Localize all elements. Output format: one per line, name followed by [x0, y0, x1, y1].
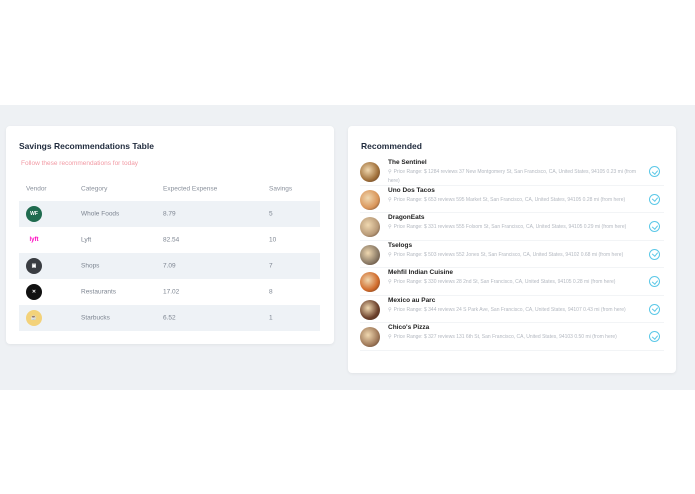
restaurant-name[interactable]: Mexico au Parc [388, 296, 436, 304]
map-pin-icon: ⚲ [388, 224, 392, 230]
expense-cell: 82.54 [163, 236, 180, 244]
restaurant-details: ⚲ Price Range: $ 331 reviews 555 Folsom S… [388, 224, 627, 230]
check-circle-icon[interactable] [649, 331, 660, 342]
category-cell: Lyft [81, 236, 92, 244]
restaurant-thumbnail [360, 272, 380, 292]
restaurant-thumbnail [360, 244, 380, 265]
map-pin-icon: ⚲ [388, 279, 392, 285]
savings-table-title: Savings Recommendations Table [19, 141, 154, 151]
restaurant-details: ⚲ Price Range: $ 330 reviews 28 2nd St, S… [388, 279, 616, 285]
restaurant-thumbnail [360, 327, 380, 347]
savings-cell: 7 [269, 262, 273, 270]
shop-icon: ▣ [26, 258, 42, 274]
vendor-cell: lyft [26, 232, 42, 248]
vendor-cell: ☕ [26, 310, 42, 326]
starbucks-cup-icon: ☕ [26, 310, 42, 326]
table-header: Vendor Category Expected Expense Savings [19, 182, 320, 196]
table-row[interactable]: ▣ Shops 7.09 7 [19, 253, 320, 279]
savings-cell: 5 [269, 210, 273, 218]
vendor-cell: ✕ [26, 284, 42, 300]
restaurant-thumbnail [360, 217, 380, 237]
category-cell: Shops [81, 262, 100, 270]
restaurant-details: ⚲ Price Range: $ 327 reviews 131 6th St, … [388, 334, 617, 340]
restaurant-name[interactable]: The Sentinel [388, 159, 427, 166]
check-circle-icon[interactable] [649, 166, 660, 177]
vendor-cell: ▣ [26, 258, 42, 274]
category-cell: Restaurants [81, 288, 117, 296]
savings-cell: 8 [269, 288, 273, 296]
check-circle-icon[interactable] [649, 248, 660, 260]
check-circle-icon[interactable] [649, 221, 660, 232]
table-row[interactable]: ☕ Starbucks 6.52 1 [19, 305, 320, 331]
expense-cell: 17.02 [163, 288, 180, 296]
recommended-item[interactable]: Mexico au Parc ⚲ Price Range: $ 344 review… [360, 296, 664, 323]
restaurant-name[interactable]: Tselogs [388, 241, 413, 249]
recommended-item[interactable]: The Sentinel ⚲ Price Range: $ 1284 reviews… [360, 158, 664, 186]
column-header-vendor: Vendor [26, 185, 47, 193]
savings-subtitle: Follow these recommendations for today [21, 160, 139, 167]
recommended-item[interactable]: Uno Dos Tacos ⚲ Price Range: $ 653 reviews… [360, 186, 664, 213]
vendor-cell: WF [26, 206, 42, 222]
recommended-list: The Sentinel ⚲ Price Range: $ 1284 reviews… [360, 158, 664, 351]
recommended-card: Recommended The Sentinel ⚲ Price Range: $ … [348, 126, 676, 373]
savings-cell: 10 [269, 236, 277, 244]
recommended-item[interactable]: DragonEats ⚲ Price Range: $ 331 reviews 55… [360, 213, 664, 241]
lyft-logo: lyft [29, 237, 39, 243]
restaurant-thumbnail [360, 189, 380, 210]
column-header-savings: Savings [269, 185, 293, 193]
savings-table-card: Savings Recommendations Table Follow the… [6, 126, 334, 344]
restaurant-thumbnail [360, 299, 380, 320]
restaurant-name[interactable]: Chico's Pizza [388, 324, 430, 331]
restaurant-thumbnail [360, 162, 380, 182]
restaurant-details: ⚲ Price Range: $ 1284 reviews 37 New Mont… [388, 169, 637, 184]
recommended-item[interactable]: Chico's Pizza ⚲ Price Range: $ 327 reviews… [360, 323, 664, 351]
check-circle-icon[interactable] [649, 193, 660, 205]
column-header-category: Category [81, 185, 108, 193]
savings-cell: 1 [269, 314, 273, 322]
map-pin-icon: ⚲ [388, 334, 392, 340]
restaurant-name[interactable]: Mehfil Indian Cuisine [388, 269, 454, 276]
expense-cell: 8.79 [163, 210, 176, 218]
map-pin-icon: ⚲ [388, 306, 392, 313]
restaurant-details: ⚲ Price Range: $ 503 reviews 552 Jones St… [388, 251, 624, 258]
map-pin-icon: ⚲ [388, 251, 392, 258]
restaurant-name[interactable]: Uno Dos Tacos [388, 186, 435, 194]
restaurant-icon: ✕ [26, 284, 42, 300]
map-pin-icon: ⚲ [388, 196, 392, 203]
table-row[interactable]: WF Whole Foods 8.79 5 [19, 201, 320, 227]
category-cell: Starbucks [81, 314, 110, 322]
expense-cell: 6.52 [163, 314, 176, 322]
column-header-expected-expense: Expected Expense [163, 185, 218, 193]
table-row[interactable]: lyft Lyft 82.54 10 [19, 227, 320, 253]
restaurant-details: ⚲ Price Range: $ 653 reviews 595 Market S… [388, 196, 626, 203]
whole-foods-logo: WF [26, 206, 42, 222]
recommended-item[interactable]: Tselogs ⚲ Price Range: $ 503 reviews 552 J… [360, 241, 664, 268]
restaurant-name[interactable]: DragonEats [388, 214, 425, 221]
expense-cell: 7.09 [163, 262, 176, 270]
recommended-item[interactable]: Mehfil Indian Cuisine ⚲ Price Range: $ 330… [360, 268, 664, 296]
restaurant-details: ⚲ Price Range: $ 344 reviews 24 S Park Av… [388, 306, 626, 313]
table-row[interactable]: ✕ Restaurants 17.02 8 [19, 279, 320, 305]
category-cell: Whole Foods [81, 210, 120, 218]
map-pin-icon: ⚲ [388, 169, 392, 175]
check-circle-icon[interactable] [649, 303, 660, 315]
table-body: WF Whole Foods 8.79 5 lyft Lyft 82.54 10 ▣ Shops 7… [19, 201, 320, 331]
recommended-title: Recommended [361, 141, 422, 151]
check-circle-icon[interactable] [649, 276, 660, 287]
